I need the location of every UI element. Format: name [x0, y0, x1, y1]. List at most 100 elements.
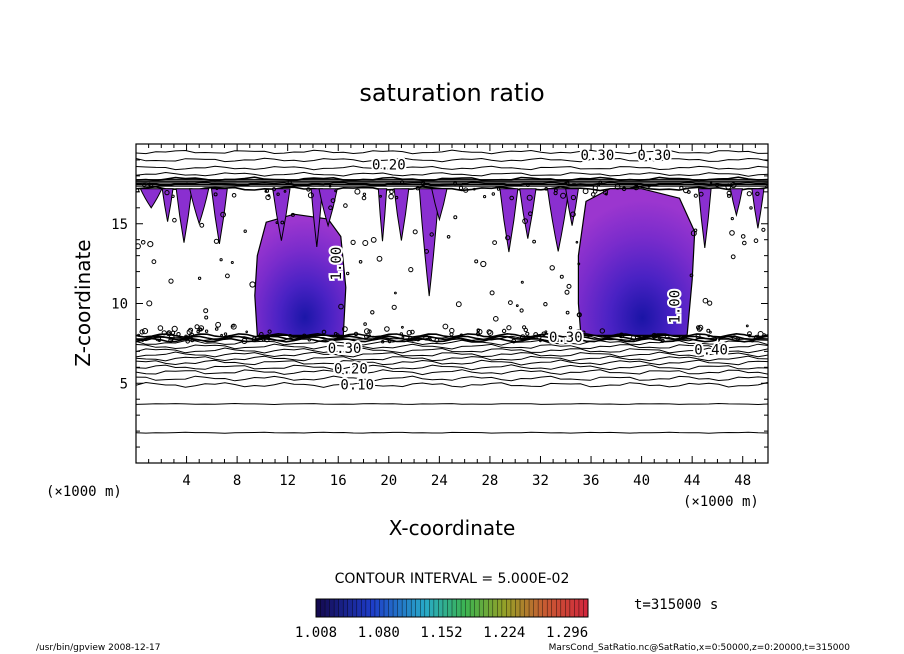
supersaturated-plume	[175, 188, 193, 243]
chart-title: saturation ratio	[359, 79, 544, 107]
contour-blob	[496, 187, 501, 191]
x-tick-label: 12	[279, 473, 296, 489]
contour-blob	[576, 312, 582, 318]
contour-line	[136, 149, 768, 155]
contour-blob	[415, 186, 420, 191]
contour-blob	[342, 326, 348, 333]
contour-blob	[215, 321, 222, 328]
colorbar-swatch	[365, 599, 371, 617]
colorbar-swatch	[583, 599, 589, 617]
contour-blob	[544, 330, 548, 334]
contour-blob	[225, 273, 230, 279]
contour-blob	[389, 189, 394, 194]
contour-blob	[230, 323, 237, 330]
contour-blob	[525, 331, 530, 336]
contour-blob	[245, 330, 248, 334]
contour-blob	[214, 327, 219, 331]
contour-blob	[290, 212, 295, 217]
contour-line	[136, 347, 768, 354]
contour-band-low	[136, 332, 768, 338]
contour-blob	[706, 328, 711, 333]
contour-blob	[702, 297, 709, 304]
contour-blob	[141, 328, 149, 335]
colorbar-swatch	[452, 599, 457, 617]
supersaturated-plume	[139, 188, 163, 209]
colorbar-swatch	[578, 599, 584, 617]
contour-band-low	[136, 335, 768, 341]
y-axis-ticks: 5 10 15	[111, 159, 768, 448]
contour-blob	[486, 329, 492, 335]
contour-blob	[577, 262, 581, 266]
contour-band-low	[136, 337, 768, 343]
contour-blob	[455, 301, 462, 308]
colorbar-swatch	[533, 599, 539, 617]
contour-blob	[394, 195, 399, 200]
contour-blob	[230, 261, 234, 264]
x-tick-label: 24	[431, 473, 448, 489]
contour-blob	[582, 188, 589, 195]
contour-blob	[406, 330, 412, 336]
contour-blob	[449, 332, 454, 337]
contour-blob	[185, 182, 189, 185]
contour-blob	[328, 184, 332, 188]
contour-blob	[379, 194, 383, 198]
contour-blob	[410, 329, 415, 335]
contour-blob	[199, 222, 205, 228]
colorbar-swatch	[361, 599, 367, 617]
contour-blob	[474, 259, 479, 264]
supersaturated-plume	[729, 188, 743, 218]
colorbar-swatch	[329, 599, 335, 617]
contour-blob	[592, 185, 598, 191]
contour-blob	[267, 194, 271, 197]
contour-line	[136, 369, 768, 376]
contour-blob	[364, 328, 370, 335]
contour-blob	[679, 185, 684, 191]
colorbar-swatch	[501, 599, 507, 617]
contour-blob	[568, 326, 573, 330]
contour-blob	[243, 229, 247, 233]
contour-blob	[690, 230, 697, 237]
contour-blob	[495, 185, 499, 189]
colorbar-swatch	[483, 599, 489, 617]
colorbar-swatch	[379, 599, 385, 617]
contour-blob	[401, 335, 405, 339]
contour-line	[136, 381, 768, 388]
x-axis-label: X-coordinate	[389, 516, 516, 540]
contour-blob	[265, 188, 270, 193]
contour-blob	[522, 218, 528, 225]
contour-blob	[147, 241, 154, 248]
contour-blob	[203, 308, 209, 314]
contour-blob	[575, 240, 579, 244]
supersaturated-plume	[565, 188, 579, 226]
supersaturated-fill	[139, 188, 765, 336]
contour-blob	[223, 332, 228, 336]
contour-line	[136, 157, 768, 163]
colorbar-swatch	[420, 599, 426, 617]
contour-blob	[307, 192, 314, 199]
contour-line	[136, 375, 768, 382]
contour-blob	[194, 324, 200, 330]
contour-blob	[618, 332, 625, 339]
contour-blob	[276, 192, 280, 196]
contour-label: 0.30	[549, 330, 583, 346]
supersaturated-plume	[431, 188, 448, 222]
y-tick-label: 10	[111, 297, 128, 313]
supersaturated-cell	[577, 188, 696, 336]
x-tick-label: 4	[182, 473, 190, 489]
contour-blob	[543, 302, 548, 307]
contour-blob	[330, 198, 336, 204]
contour-blob	[199, 327, 203, 332]
colorbar-tick-label: 1.296	[546, 625, 588, 641]
colorbar-tick-label: 1.152	[420, 625, 462, 641]
colorbar-swatch	[347, 599, 353, 617]
contour-band-top	[136, 179, 768, 181]
supersaturated-plume	[377, 188, 388, 242]
colorbar-swatch	[515, 599, 521, 617]
colorbar-swatch	[429, 599, 435, 617]
contour-blob	[489, 290, 495, 296]
colorbar-swatch	[384, 599, 389, 617]
contour-blob	[698, 191, 704, 197]
contour-blob	[520, 280, 524, 284]
contour-blob	[506, 325, 512, 331]
contour-blob	[449, 327, 455, 334]
